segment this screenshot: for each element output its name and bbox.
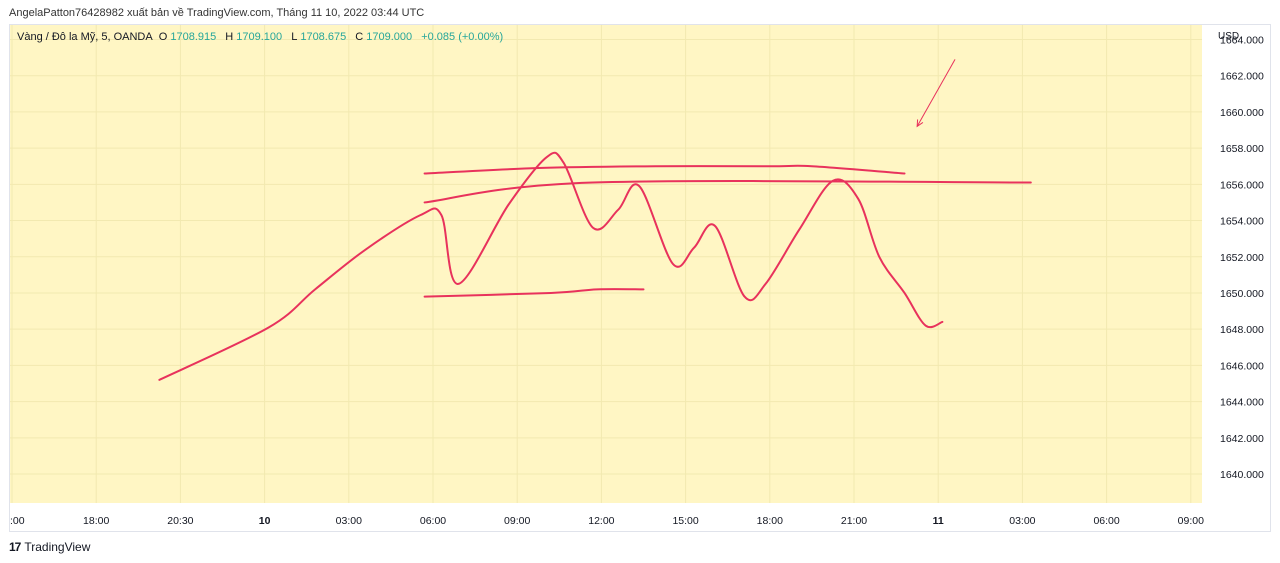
high-label: H bbox=[225, 31, 234, 43]
x-tick-label: 18:00 bbox=[757, 515, 783, 527]
tradingview-logo-icon: 17 bbox=[9, 540, 21, 554]
high-value: 1709.100 bbox=[236, 31, 283, 43]
y-tick-label: 1660.000 bbox=[1220, 107, 1264, 119]
x-tick-label: 09:00 bbox=[1178, 515, 1204, 527]
open-label: O bbox=[158, 31, 168, 43]
tradingview-logo[interactable]: 17 TradingView bbox=[9, 540, 90, 554]
chart-frame[interactable]: 1640.000 1642.000 1644.000 1646.000 1648.000… bbox=[9, 24, 1271, 532]
legend-change: +0.085 (+0.00%) bbox=[421, 31, 504, 43]
publish-attribution: AngelaPatton76428982 xuất bản về Trading… bbox=[9, 7, 425, 19]
drawing-arrow-line[interactable] bbox=[916, 59, 956, 127]
x-tick-label: 06:00 bbox=[1093, 515, 1119, 527]
chart-canvas[interactable]: 1640.000 1642.000 1644.000 1646.000 1648.000… bbox=[10, 25, 1270, 531]
drawing-support-line[interactable] bbox=[423, 288, 645, 298]
x-tick-label: 21:00 bbox=[841, 515, 867, 527]
x-tick-label: 20:30 bbox=[167, 515, 193, 527]
drawing-resistance-line[interactable] bbox=[423, 180, 1032, 204]
y-tick-label: 1664.000 bbox=[1220, 34, 1264, 46]
x-tick-label: 11 bbox=[933, 515, 944, 527]
legend-open: O 1708.915 bbox=[159, 31, 219, 43]
y-tick-label: 1648.000 bbox=[1220, 324, 1264, 336]
currency-label: USD bbox=[1218, 31, 1239, 42]
arrow-head-icon bbox=[916, 119, 924, 128]
y-tick-label: 1644.000 bbox=[1220, 397, 1264, 409]
close-label: C bbox=[355, 31, 364, 43]
plot-area bbox=[10, 25, 1202, 503]
x-tick-label: 03:00 bbox=[336, 515, 362, 527]
drawings bbox=[158, 59, 1032, 381]
chart-legend: Vàng / Đô la Mỹ, 5, OANDA O 1708.915 H 170… bbox=[17, 31, 506, 43]
x-tick-label: :00 bbox=[10, 515, 25, 527]
y-tick-label: 1658.000 bbox=[1220, 143, 1264, 155]
y-tick-label: 1654.000 bbox=[1220, 216, 1264, 228]
grid bbox=[10, 25, 1202, 503]
y-axis: 1640.000 1642.000 1644.000 1646.000 1648.000… bbox=[1220, 34, 1264, 481]
x-tick-label: 15:00 bbox=[672, 515, 698, 527]
x-tick-label: 12:00 bbox=[588, 515, 614, 527]
y-tick-label: 1640.000 bbox=[1220, 469, 1264, 481]
legend-symbol: Vàng / Đô la Mỹ, 5, OANDA bbox=[17, 31, 153, 43]
x-tick-label: 18:00 bbox=[83, 515, 109, 527]
x-axis: :00 18:00 20:30 10 03:00 06:00 09:00 12:00 15:00… bbox=[10, 515, 1204, 527]
x-tick-label: 09:00 bbox=[504, 515, 530, 527]
y-tick-label: 1650.000 bbox=[1220, 288, 1264, 300]
x-tick-label: 06:00 bbox=[420, 515, 446, 527]
close-value: 1709.000 bbox=[366, 31, 413, 43]
legend-low: L 1708.675 bbox=[291, 31, 349, 43]
y-tick-label: 1646.000 bbox=[1220, 360, 1264, 372]
x-tick-label: 10 bbox=[259, 515, 271, 527]
x-tick-label: 03:00 bbox=[1009, 515, 1035, 527]
legend-high: H 1709.100 bbox=[225, 31, 285, 43]
y-tick-label: 1662.000 bbox=[1220, 71, 1264, 83]
y-tick-label: 1642.000 bbox=[1220, 433, 1264, 445]
low-value: 1708.675 bbox=[300, 31, 347, 43]
legend-close: C 1709.000 bbox=[355, 31, 415, 43]
drawing-projected-path[interactable] bbox=[158, 151, 944, 381]
open-value: 1708.915 bbox=[170, 31, 217, 43]
y-tick-label: 1656.000 bbox=[1220, 179, 1264, 191]
low-label: L bbox=[291, 31, 298, 43]
brand-name: TradingView bbox=[24, 540, 91, 554]
drawing-upper-curve[interactable] bbox=[423, 164, 906, 175]
y-tick-label: 1652.000 bbox=[1220, 252, 1264, 264]
